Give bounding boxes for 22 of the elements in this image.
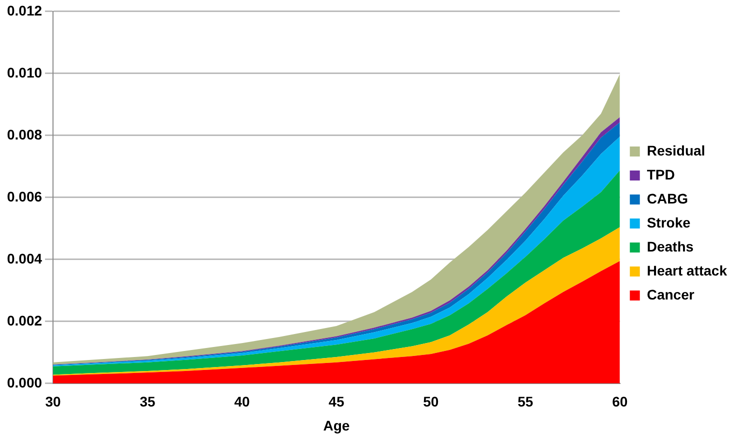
x-tick-label: 30 [45, 394, 62, 410]
x-tick-label: 35 [140, 394, 156, 410]
legend-label: Cancer [646, 286, 695, 302]
y-tick-label: 0.006 [6, 188, 42, 204]
legend-label: Residual [646, 142, 706, 158]
x-tick-label: 45 [328, 394, 344, 410]
y-tick-label: 0.002 [6, 312, 42, 328]
legend-label: Heart attack [646, 262, 728, 278]
legend-label: TPD [646, 166, 675, 182]
x-tick-label: 60 [612, 394, 628, 410]
x-tick-label: 40 [234, 394, 250, 410]
y-tick-label: 0.012 [6, 2, 42, 18]
y-tick-label: 0.008 [6, 126, 42, 142]
y-tick-label: 0.000 [6, 374, 42, 390]
y-tick-label: 0.010 [6, 64, 42, 80]
legend-label: Stroke [646, 214, 691, 230]
legend-label: Deaths [646, 238, 694, 254]
y-tick-label: 0.004 [6, 250, 42, 266]
x-tick-label: 55 [518, 394, 534, 410]
legend-label: CABG [646, 190, 688, 206]
x-axis-title: Age [323, 417, 350, 434]
x-tick-label: 50 [423, 394, 439, 410]
